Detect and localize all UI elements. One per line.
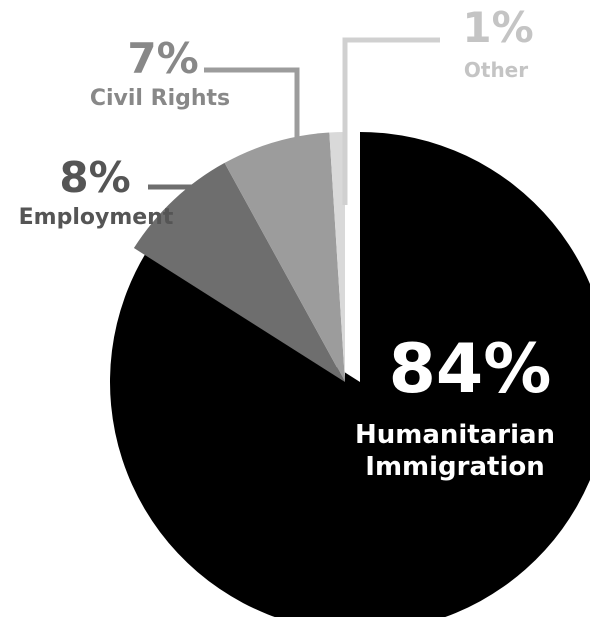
category-label-humanitarian-immigration-line-2: Immigration <box>365 452 544 482</box>
pie-slice-employment <box>133 162 345 382</box>
leader-line-other <box>342 37 440 205</box>
pie-slice-civil-rights <box>224 132 345 382</box>
pie-slice-other <box>329 132 345 382</box>
value-label-civil-rights: 7% <box>127 34 198 83</box>
leader-lines <box>148 37 440 212</box>
value-label-other: 1% <box>462 3 533 52</box>
category-label-humanitarian-immigration-line-1: Humanitarian <box>355 420 555 450</box>
category-label-other: Other <box>464 58 528 82</box>
value-label-employment: 8% <box>59 153 130 202</box>
leader-line-employment <box>148 184 228 212</box>
category-label-employment: Employment <box>19 205 174 230</box>
pie-slice-humanitarian-immigration <box>110 132 590 617</box>
pie-slices <box>110 132 590 617</box>
category-label-civil-rights: Civil Rights <box>90 86 230 111</box>
leader-line-civil-rights <box>204 67 300 197</box>
value-label-humanitarian-immigration: 84% <box>389 330 552 409</box>
